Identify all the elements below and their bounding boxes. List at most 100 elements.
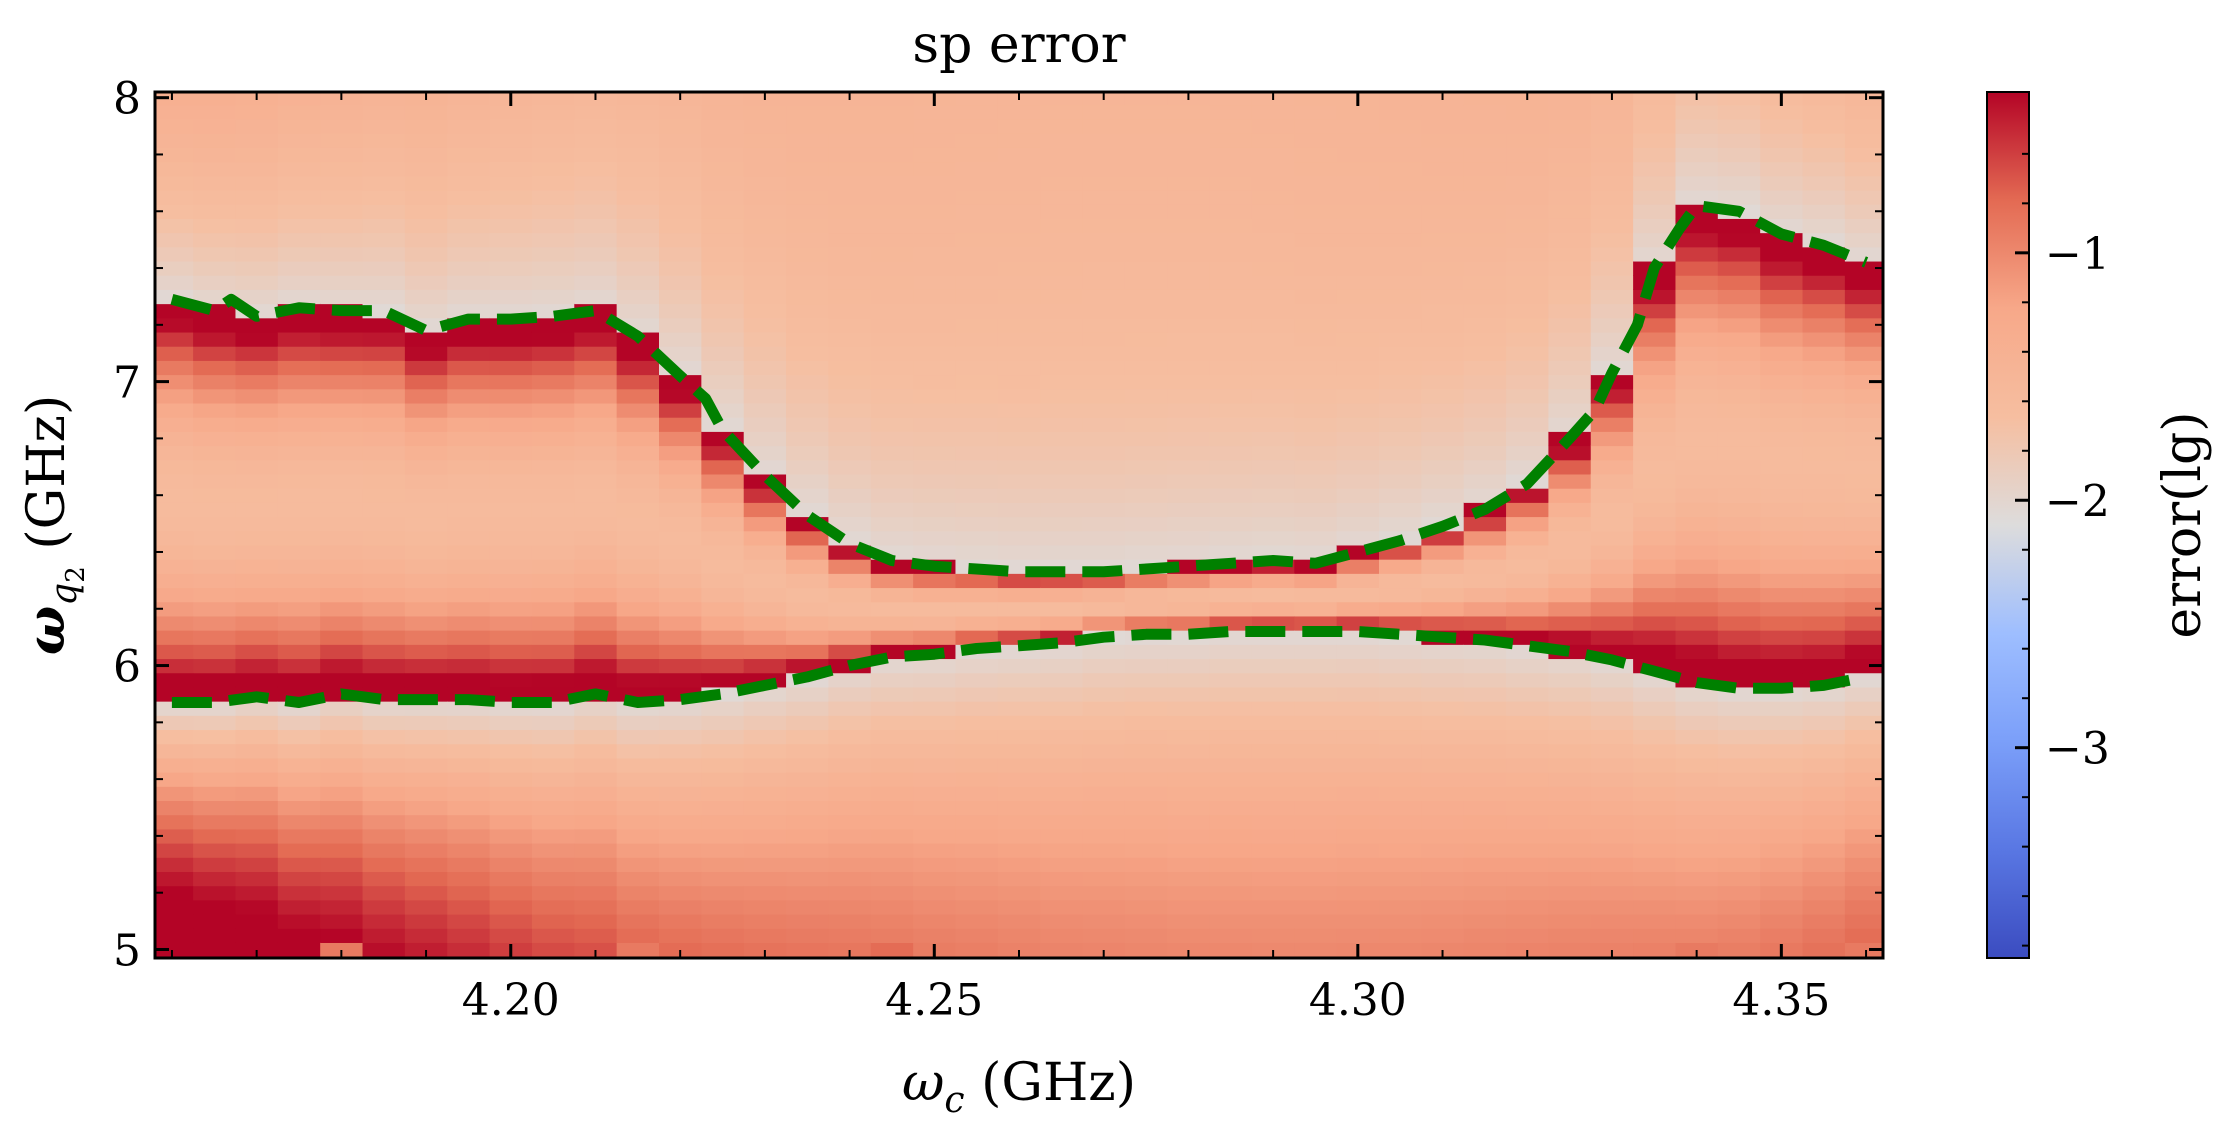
heatmap-cell [404,757,448,773]
heatmap-cell [1251,814,1295,830]
heatmap-cell [1167,289,1211,305]
heatmap-cell [1082,331,1126,347]
heatmap-cell [1167,402,1211,418]
heatmap-cell [320,204,364,219]
heatmap-cell [447,630,491,645]
heatmap-cell [1167,260,1211,276]
heatmap-cell [193,502,237,518]
heatmap-cell [1167,118,1211,134]
heatmap-cell [531,331,575,347]
heatmap-cell [1336,928,1380,943]
heatmap-cell [701,118,745,134]
heatmap-cell [447,175,491,191]
heatmap-cell [1124,459,1168,475]
heatmap-cell [235,743,279,759]
heatmap-cell [489,331,533,347]
heatmap-cell [1506,772,1550,787]
heatmap-cell [659,133,702,148]
heatmap-cell [531,672,575,688]
heatmap-cell [1294,473,1338,489]
heatmap-cell [320,786,364,802]
heatmap-cell [1633,530,1677,546]
heatmap-cell [235,445,279,461]
heatmap-cell [1675,502,1719,518]
heatmap-cell [786,189,830,205]
heatmap-cell [1717,374,1761,390]
heatmap-cell [1379,573,1422,589]
heatmap-cell [659,459,702,475]
heatmap-cell [701,204,745,219]
heatmap-cell [1675,615,1719,631]
heatmap-cell [1421,445,1465,461]
heatmap-cell [913,417,957,432]
heatmap-cell [1802,502,1846,518]
heatmap-cell [1336,303,1380,319]
heatmap-cell [277,459,321,475]
heatmap-cell [1506,559,1550,574]
heatmap-cell [828,701,872,716]
heatmap-cell [1760,885,1804,901]
heatmap-cell [997,104,1041,120]
heatmap-cell [701,246,745,262]
heatmap-cell [362,459,406,475]
heatmap-cell [404,488,448,503]
heatmap-cell [489,147,533,163]
heatmap-cell [1124,317,1168,333]
heatmap-cell [277,317,321,333]
heatmap-cell [786,800,830,816]
heatmap-cell [955,104,999,120]
heatmap-cell [743,303,787,319]
heatmap-cell [701,658,745,674]
heatmap-cell [659,913,702,929]
heatmap-cell [913,104,957,120]
heatmap-cell [997,402,1041,418]
heatmap-cell [404,672,448,688]
heatmap-cell [1463,204,1507,219]
heatmap-cell [659,715,702,731]
heatmap-cell [786,346,830,361]
heatmap-cell [913,516,957,532]
heatmap-cell [616,871,660,887]
heatmap-cell [320,118,364,134]
heatmap-cell [447,388,491,404]
heatmap-cell [1124,800,1168,816]
heatmap-cell [1209,686,1253,702]
heatmap-cell [404,658,448,674]
heatmap-cell [489,885,533,901]
heatmap-cell [1590,857,1634,872]
heatmap-cell [701,743,745,759]
heatmap-cell [1506,601,1550,617]
heatmap-cell [320,899,364,915]
heatmap-cell [1463,942,1507,958]
heatmap-cell [701,544,745,560]
heatmap-cell [155,828,194,844]
heatmap-cell [1294,601,1338,617]
heatmap-cell [277,147,321,163]
heatmap-cell [404,417,448,432]
heatmap-cell [193,559,237,574]
heatmap-cell [277,928,321,943]
heatmap-cell [786,459,830,475]
heatmap-cell [1506,530,1550,546]
heatmap-cell [277,843,321,858]
x-axis: 4.20 4.25 4.30 4.35 [170,92,1868,1026]
heatmap-cell [659,530,702,546]
heatmap-cell [447,772,491,787]
heatmap-cell [1633,303,1677,319]
heatmap-cell [320,942,364,958]
heatmap-cell [277,473,321,489]
heatmap-cell [320,473,364,489]
heatmap-cell [1717,913,1761,929]
heatmap-cell [870,516,914,532]
heatmap-cell [1336,857,1380,872]
heatmap-cell [1379,757,1422,773]
heatmap-cell [1379,204,1422,219]
heatmap-cell [1294,104,1338,120]
heatmap-cell [828,204,872,219]
heatmap-cell [193,516,237,532]
heatmap-cell [1675,544,1719,560]
heatmap-cell [997,743,1041,759]
heatmap-cell [1124,360,1168,376]
heatmap-cell [1209,402,1253,418]
heatmap-cell [1379,644,1422,660]
